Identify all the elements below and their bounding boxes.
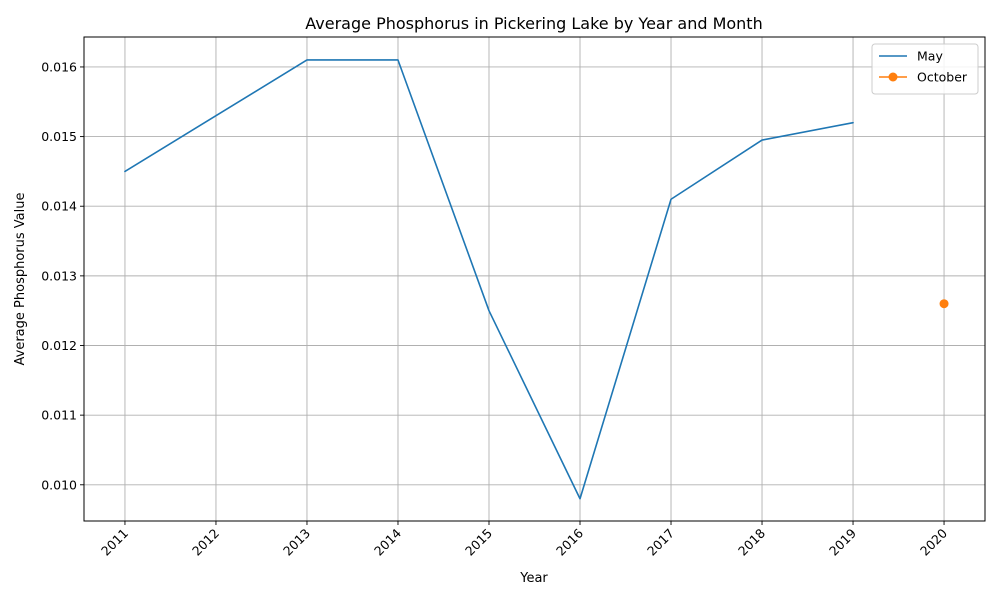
y-tick-label: 0.012 (41, 338, 77, 353)
y-axis-label: Average Phosphorus Value (13, 193, 28, 366)
legend-label-october: October (917, 70, 968, 85)
grid (84, 37, 985, 521)
y-tick-label: 0.010 (41, 477, 77, 492)
y-tick-label: 0.015 (41, 129, 77, 144)
y-tick-label: 0.013 (41, 268, 77, 283)
legend: May October (871, 43, 979, 95)
plot-area-frame (83, 36, 986, 522)
legend-label-may: May (917, 49, 943, 64)
legend-marker-october (888, 72, 898, 82)
chart-title: Average Phosphorus in Pickering Lake by … (305, 14, 762, 33)
series-layer (124, 59, 949, 500)
y-tick-label: 0.014 (41, 199, 77, 214)
y-tick-label: 0.011 (41, 408, 77, 423)
y-tick-label: 0.016 (41, 59, 77, 74)
data-point-october (939, 299, 949, 309)
x-axis-label: Year (519, 571, 548, 586)
series-line-may (124, 59, 854, 500)
